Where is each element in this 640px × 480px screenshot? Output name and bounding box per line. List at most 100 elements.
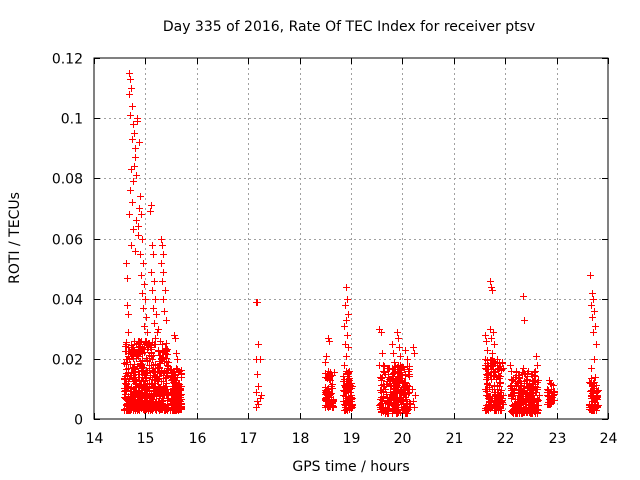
data-point — [520, 293, 527, 300]
data-point — [394, 378, 401, 385]
data-point — [173, 365, 180, 372]
data-point — [133, 405, 140, 412]
data-point — [128, 384, 135, 391]
data-point — [341, 362, 348, 369]
data-point — [163, 380, 170, 387]
data-point — [129, 199, 136, 206]
data-point — [491, 393, 498, 400]
data-point — [492, 368, 499, 375]
data-point — [514, 404, 521, 411]
data-point — [588, 302, 595, 309]
data-point — [122, 373, 129, 380]
data-point — [498, 367, 505, 374]
data-point — [510, 403, 517, 410]
data-point — [491, 401, 498, 408]
data-point — [587, 388, 594, 395]
grid-lines — [94, 58, 608, 419]
data-point — [377, 404, 384, 411]
data-point — [160, 402, 167, 409]
data-point — [326, 389, 333, 396]
data-point — [127, 76, 134, 83]
data-point — [345, 344, 352, 351]
data-point — [395, 335, 402, 342]
data-point — [127, 112, 134, 119]
data-point — [176, 397, 183, 404]
data-point — [138, 211, 145, 218]
data-point — [156, 352, 163, 359]
data-point — [529, 387, 536, 394]
data-point — [151, 384, 158, 391]
data-point — [144, 403, 151, 410]
data-point — [135, 392, 142, 399]
data-point — [151, 320, 158, 327]
data-point — [590, 329, 597, 336]
data-point — [156, 406, 163, 413]
data-point — [123, 387, 130, 394]
data-point — [139, 374, 146, 381]
data-point — [135, 353, 142, 360]
x-tick-label: 20 — [394, 431, 412, 447]
data-point — [126, 211, 133, 218]
data-point — [254, 398, 261, 405]
data-point — [142, 296, 149, 303]
x-tick-label: 24 — [600, 431, 618, 447]
data-point — [509, 377, 516, 384]
data-point — [152, 296, 159, 303]
data-point — [160, 296, 167, 303]
data-point — [129, 402, 136, 409]
data-point — [516, 375, 523, 382]
y-axis-ticks: 0 0.02 0.04 0.06 0.08 0.1 0.12 — [52, 52, 608, 429]
data-point — [499, 359, 506, 366]
data-point — [388, 395, 395, 402]
data-point — [177, 385, 184, 392]
data-point — [515, 386, 522, 393]
data-point — [127, 361, 134, 368]
data-point — [377, 387, 384, 394]
data-point — [482, 332, 489, 339]
data-point — [340, 392, 347, 399]
data-point — [378, 375, 385, 382]
data-point — [143, 394, 150, 401]
data-point — [534, 362, 541, 369]
data-point — [142, 377, 149, 384]
data-point — [487, 278, 494, 285]
data-point — [496, 373, 503, 380]
data-point — [593, 341, 600, 348]
data-point — [404, 410, 411, 417]
data-point — [146, 365, 153, 372]
data-point — [162, 387, 169, 394]
data-point — [163, 340, 170, 347]
data-point — [123, 339, 130, 346]
data-point — [384, 408, 391, 415]
data-point — [146, 380, 153, 387]
data-point — [381, 369, 388, 376]
data-point — [342, 341, 349, 348]
data-point — [148, 353, 155, 360]
data-point — [133, 172, 140, 179]
data-point — [393, 388, 400, 395]
data-point — [508, 387, 515, 394]
data-point — [399, 380, 406, 387]
data-point — [587, 272, 594, 279]
data-point — [152, 335, 159, 342]
data-point — [152, 361, 159, 368]
data-point — [378, 400, 385, 407]
data-point — [128, 242, 135, 249]
data-point — [123, 260, 130, 267]
data-point — [548, 400, 555, 407]
data-point — [139, 358, 146, 365]
data-point — [133, 217, 140, 224]
data-point — [343, 368, 350, 375]
data-point — [171, 332, 178, 339]
data-point — [591, 308, 598, 315]
data-point — [345, 388, 352, 395]
data-point — [483, 338, 490, 345]
data-point — [389, 406, 396, 413]
data-point — [586, 379, 593, 386]
data-point — [258, 392, 265, 399]
data-point — [173, 393, 180, 400]
data-point — [135, 223, 142, 230]
data-point — [322, 404, 329, 411]
data-point — [141, 407, 148, 414]
data-point — [155, 364, 162, 371]
